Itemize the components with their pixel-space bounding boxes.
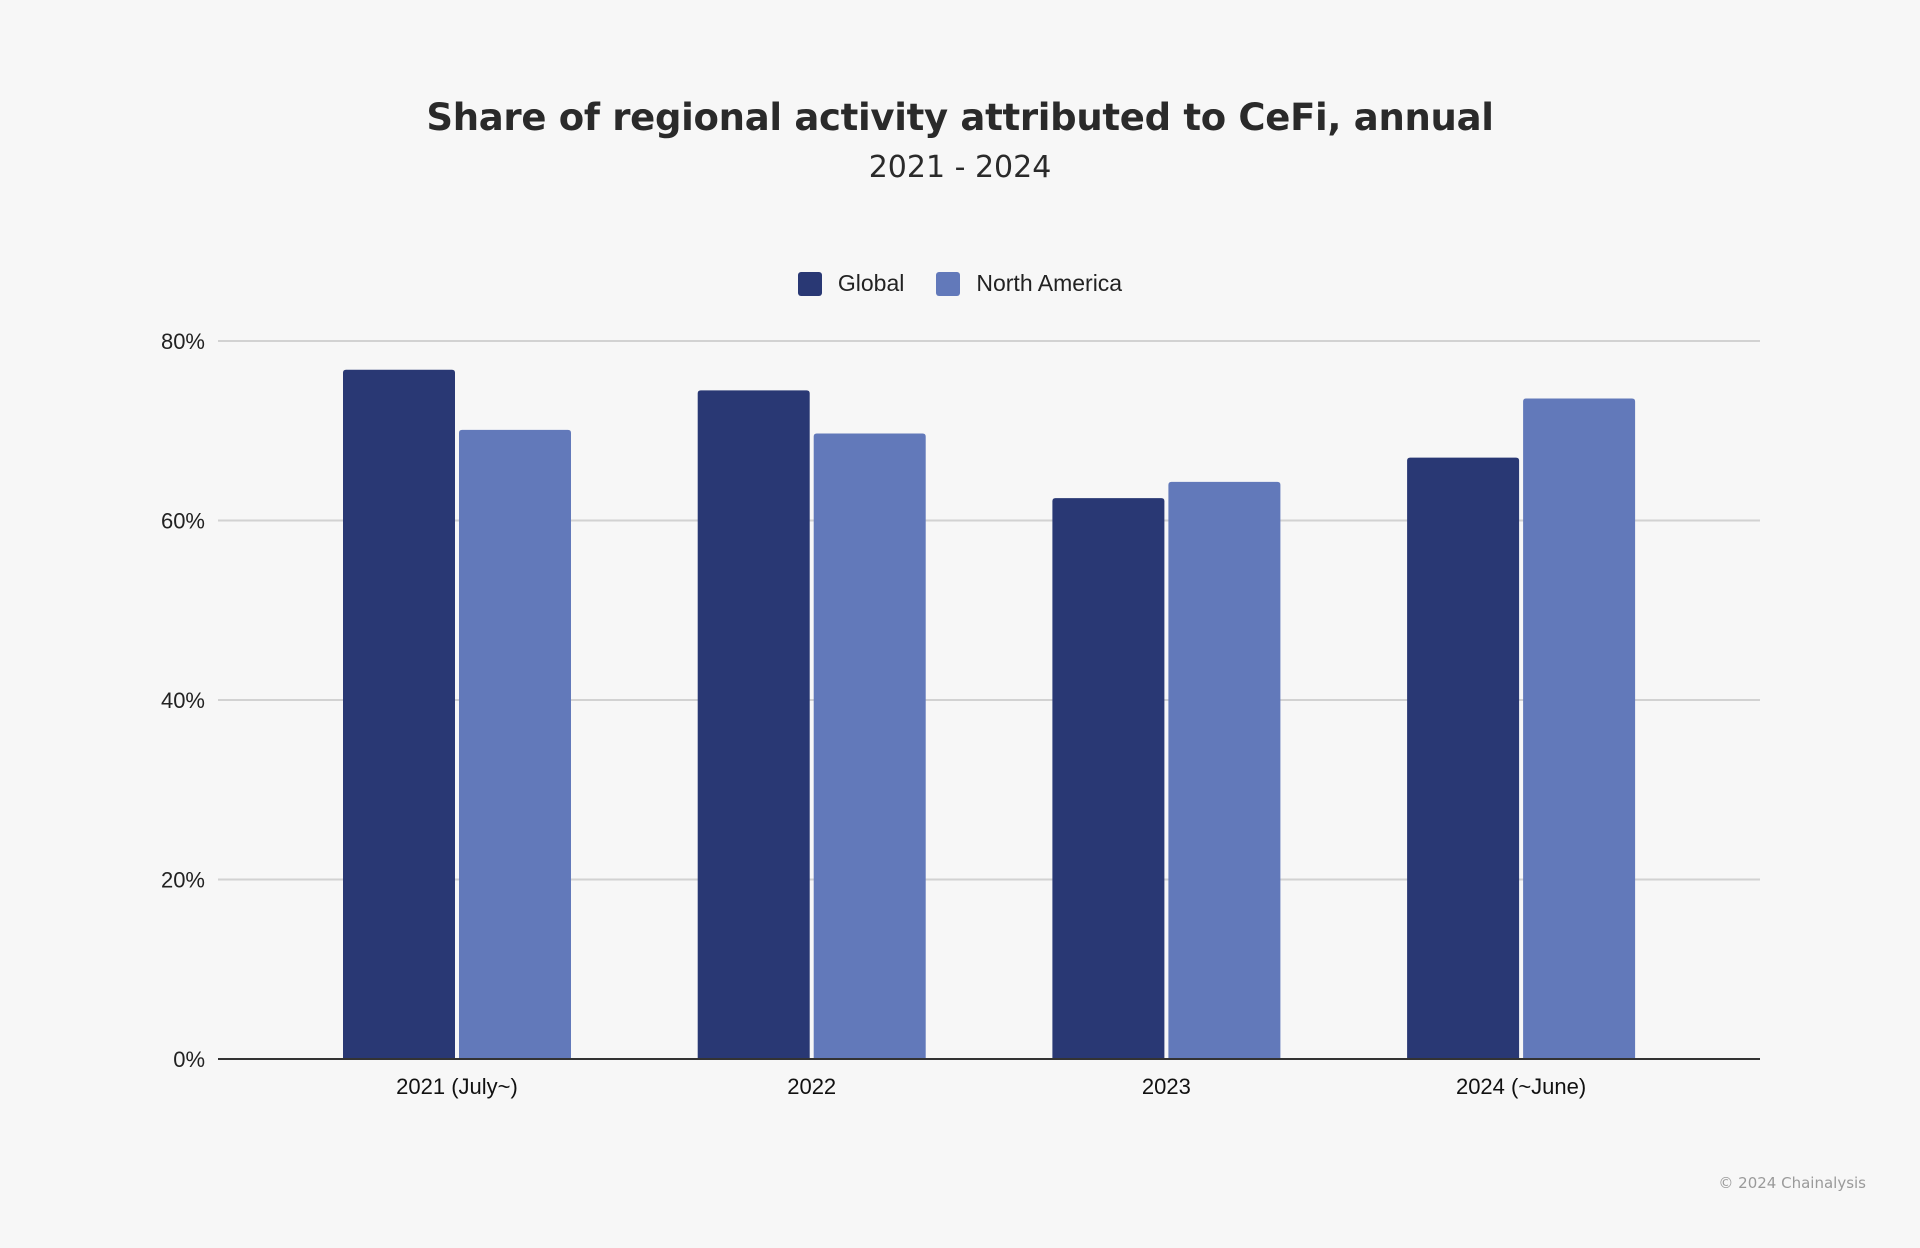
bar-north-america[interactable]: North America 2021 (July~): 70.1% <box>459 429 571 1059</box>
x-tick-label: 2022 <box>787 1074 836 1099</box>
legend: Global North America <box>0 270 1920 297</box>
legend-label-north-america: North America <box>976 270 1123 296</box>
x-axis-ticks: 2021 (July~) 2022 2023 2024 (~June) <box>396 1074 1586 1099</box>
y-tick-label: 20% <box>161 868 205 893</box>
y-tick-label: 0% <box>173 1047 205 1072</box>
bar-north-america[interactable]: North America 2023: 64.3% <box>1168 481 1281 1060</box>
legend-swatch-global <box>797 271 822 296</box>
x-tick-label: 2021 (July~) <box>396 1074 518 1099</box>
bars: Global 2021 (July~): 76.8%North America … <box>343 369 1636 1060</box>
copyright-notice: © 2024 Chainalysis <box>1718 1174 1866 1192</box>
legend-label-global: Global <box>837 270 905 296</box>
bar-global[interactable]: Global 2023: 62.5% <box>1052 498 1165 1059</box>
y-tick-label: 60% <box>161 509 205 534</box>
chart-title: Share of regional activity attributed to… <box>426 96 1494 139</box>
bar-global[interactable]: Global 2021 (July~): 76.8% <box>343 369 455 1060</box>
bar-global[interactable]: Global 2022: 74.5% <box>697 390 810 1059</box>
y-tick-label: 80% <box>161 329 205 354</box>
legend-swatch-north-america <box>936 271 961 296</box>
bar-north-america[interactable]: North America 2024 (~June): 73.6% <box>1523 398 1636 1059</box>
legend-item-global[interactable]: Global <box>797 270 905 297</box>
x-tick-label: 2023 <box>1142 1074 1191 1099</box>
x-tick-label: 2024 (~June) <box>1456 1074 1586 1099</box>
bar-north-america[interactable]: North America 2022: 69.7% <box>813 433 926 1059</box>
legend-item-north-america[interactable]: North America <box>936 270 1122 297</box>
y-tick-label: 40% <box>161 688 205 713</box>
y-axis-ticks: 0% 20% 40% 60% 80% <box>161 329 205 1072</box>
chart-subtitle: 2021 - 2024 <box>868 150 1052 185</box>
bar-global[interactable]: Global 2024 (~June): 67% <box>1407 457 1520 1059</box>
